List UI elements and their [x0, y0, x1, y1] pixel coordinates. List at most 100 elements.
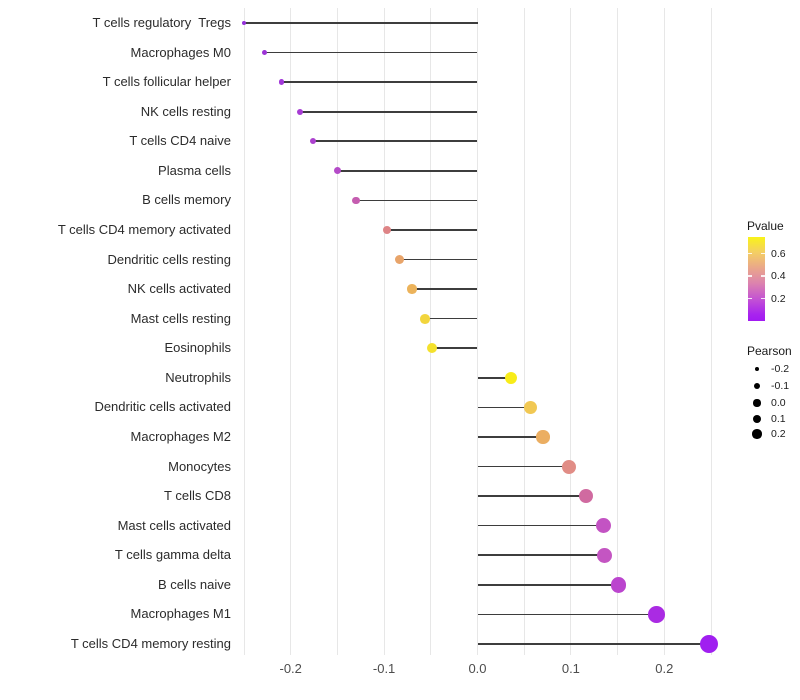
lollipop-stick — [477, 524, 604, 527]
y-axis-label: Macrophages M2 — [130, 428, 231, 444]
pearson-size-dot — [754, 366, 760, 372]
pvalue-colorbar-tick — [748, 252, 752, 255]
x-tick-label: 0.1 — [561, 661, 580, 676]
lollipop-dot — [420, 313, 431, 324]
lollipop-stick — [386, 229, 478, 231]
lollipop-stick — [399, 258, 478, 261]
lollipop-dot — [309, 138, 317, 145]
lollipop-dot — [395, 255, 405, 265]
pearson-size-dot — [753, 399, 761, 407]
panel-gridline — [570, 8, 572, 655]
panel-gridline — [243, 8, 245, 655]
pvalue-tick-label: 0.4 — [771, 270, 786, 282]
lollipop-dot — [596, 518, 612, 534]
y-axis-label: T cells follicular helper — [102, 74, 231, 90]
y-axis-label: Macrophages M1 — [130, 606, 231, 622]
lollipop-stick — [337, 170, 478, 172]
lollipop-stick — [477, 436, 543, 438]
pearson-legend-title: Pearson — [747, 344, 792, 358]
pvalue-colorbar-tick — [761, 252, 765, 255]
lollipop-stick — [300, 110, 478, 113]
pearson-size-label: -0.1 — [771, 380, 790, 392]
pearson-size-dot — [752, 414, 762, 424]
lollipop-dot — [700, 634, 719, 654]
lollipop-dot — [648, 606, 666, 623]
y-axis-label: T cells CD4 naive — [129, 133, 231, 149]
x-tick-label: -0.2 — [279, 661, 302, 676]
lollipop-dot — [407, 284, 417, 294]
lollipop-stick — [313, 140, 478, 143]
lollipop-stick — [477, 377, 512, 379]
pearson-size-label: 0.1 — [771, 413, 786, 425]
lollipop-dot — [524, 400, 538, 414]
lollipop-dot — [241, 20, 247, 26]
y-axis-label: Mast cells activated — [117, 517, 231, 533]
lollipop-dot — [610, 577, 627, 593]
pearson-size-label: -0.2 — [771, 363, 790, 375]
pvalue-tick-label: 0.6 — [771, 247, 786, 260]
lollipop-dot — [333, 167, 341, 175]
y-axis-label: Mast cells resting — [130, 310, 231, 326]
lollipop-dot — [278, 79, 285, 85]
pearson-size-dot — [754, 383, 760, 389]
lollipop-stick — [477, 613, 657, 616]
y-axis-label: Macrophages M0 — [130, 44, 231, 60]
lollipop-stick — [477, 643, 710, 645]
y-axis-label: T cells gamma delta — [114, 547, 231, 563]
y-axis-label: B cells memory — [142, 192, 231, 208]
panel-gridline — [523, 8, 525, 655]
lollipop-stick — [425, 317, 478, 320]
lollipop-stick — [477, 554, 605, 557]
y-axis-label: NK cells activated — [127, 281, 231, 297]
lollipop-dot — [297, 108, 304, 115]
lollipop-stick — [477, 495, 586, 497]
pearson-size-label: 0.2 — [771, 428, 786, 440]
y-axis-label: Dendritic cells activated — [94, 399, 231, 415]
y-axis-label: NK cells resting — [140, 103, 231, 119]
x-tick-label: 0.0 — [468, 661, 487, 676]
y-axis-label: B cells naive — [158, 576, 231, 592]
pvalue-colorbar-tick — [748, 275, 752, 277]
lollipop-dot — [382, 225, 392, 235]
y-axis-label: T cells CD4 memory resting — [70, 635, 231, 651]
y-axis-label: Monocytes — [168, 458, 231, 474]
y-axis-label: Plasma cells — [158, 162, 231, 178]
lollipop-stick — [264, 51, 478, 54]
lollipop-stick — [477, 406, 531, 409]
panel-gridline — [336, 8, 338, 655]
lollipop-dot — [536, 430, 550, 444]
lollipop-dot — [262, 50, 267, 56]
lollipop-stick — [431, 347, 478, 350]
lollipop-stick — [356, 199, 478, 202]
lollipop-stick — [281, 81, 478, 83]
lollipop-stick — [477, 465, 570, 468]
panel-gridline — [383, 8, 385, 655]
pvalue-legend-title: Pvalue — [747, 219, 784, 233]
y-axis-label: Neutrophils — [165, 369, 231, 385]
panel-gridline — [290, 8, 292, 655]
pearson-size-dot — [752, 429, 762, 439]
x-tick-label: -0.1 — [372, 661, 396, 676]
panel-gridline — [710, 8, 712, 655]
pvalue-colorbar-tick — [761, 297, 765, 300]
panel-gridline — [430, 8, 432, 655]
panel-gridline — [663, 8, 665, 655]
pvalue-colorbar-tick — [748, 297, 752, 300]
pearson-size-label: 0.0 — [771, 397, 786, 409]
y-axis-label: Eosinophils — [164, 340, 232, 356]
lollipop-stick — [477, 584, 619, 586]
y-axis-label: T cells CD8 — [164, 488, 231, 504]
lollipop-dot — [562, 459, 577, 474]
lollipop-dot — [352, 196, 360, 205]
pvalue-tick-label: 0.2 — [771, 292, 786, 305]
pvalue-colorbar-tick — [761, 275, 765, 277]
lollipop-dot — [426, 343, 437, 354]
lollipop-stick — [412, 288, 478, 290]
y-axis-label: Dendritic cells resting — [107, 251, 231, 267]
x-tick-label: 0.2 — [655, 661, 674, 676]
y-axis-label: T cells regulatory Tregs — [92, 15, 231, 30]
lollipop-dot — [578, 488, 594, 504]
lollipop-stick — [244, 22, 478, 24]
pvalue-colorbar — [748, 237, 765, 321]
lollipop-dot — [596, 547, 613, 563]
